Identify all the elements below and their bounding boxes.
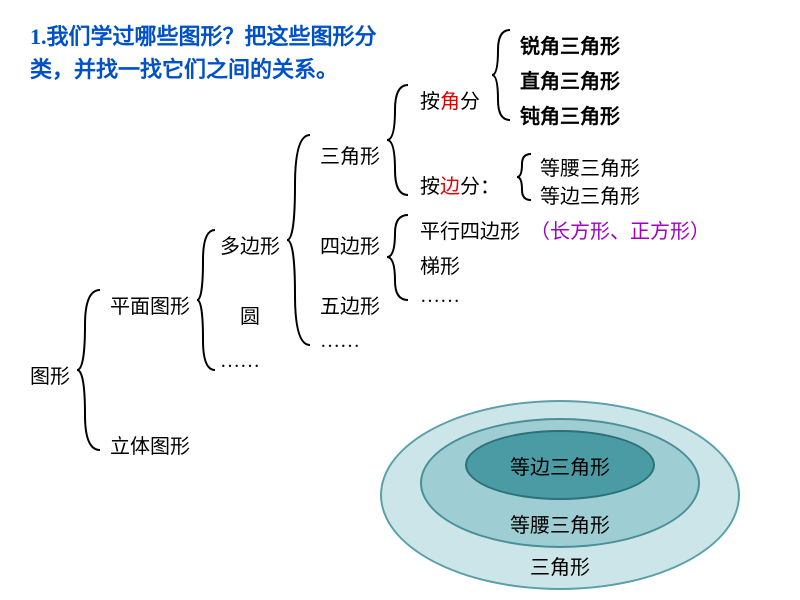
node-plane: 平面图形 — [110, 290, 190, 319]
node-acute: 锐角三角形 — [520, 30, 620, 59]
node-parallelogram: 平行四边形 — [420, 215, 520, 244]
node-by-side: 按边分： — [420, 170, 500, 199]
node-isosceles: 等腰三角形 — [540, 152, 640, 181]
node-triangle: 三角形 — [320, 140, 380, 169]
node-solid: 立体图形 — [110, 430, 190, 459]
node-right: 直角三角形 — [520, 65, 620, 94]
brace-root — [75, 285, 105, 455]
node-dots1: …… — [220, 350, 260, 373]
node-dots3: …… — [420, 285, 460, 308]
node-trapezoid: 梯形 — [420, 250, 460, 279]
venn-diagram: 三角形 等腰三角形 等边三角形 — [380, 400, 740, 590]
venn-inner: 等边三角形 — [465, 430, 655, 500]
node-parallelogram-anno: （长方形、正方形） — [530, 215, 710, 244]
node-circle: 圆 — [240, 300, 260, 329]
question-title: 1.我们学过哪些图形？把这些图形分类，并找一找它们之间的关系。 — [30, 20, 390, 86]
brace-quad — [385, 210, 413, 305]
brace-plane — [195, 225, 220, 375]
brace-by-side — [515, 150, 535, 205]
brace-polygon — [285, 130, 315, 350]
node-obtuse: 钝角三角形 — [520, 100, 620, 129]
brace-triangle — [385, 80, 413, 200]
node-polygon: 多边形 — [220, 230, 280, 259]
node-dots2: …… — [320, 330, 360, 353]
node-by-angle: 按角分 — [420, 85, 480, 114]
node-pentagon: 五边形 — [320, 290, 380, 319]
node-quad: 四边形 — [320, 230, 380, 259]
node-root: 图形 — [30, 360, 70, 389]
brace-by-angle — [490, 25, 515, 125]
node-equilateral: 等边三角形 — [540, 180, 640, 209]
